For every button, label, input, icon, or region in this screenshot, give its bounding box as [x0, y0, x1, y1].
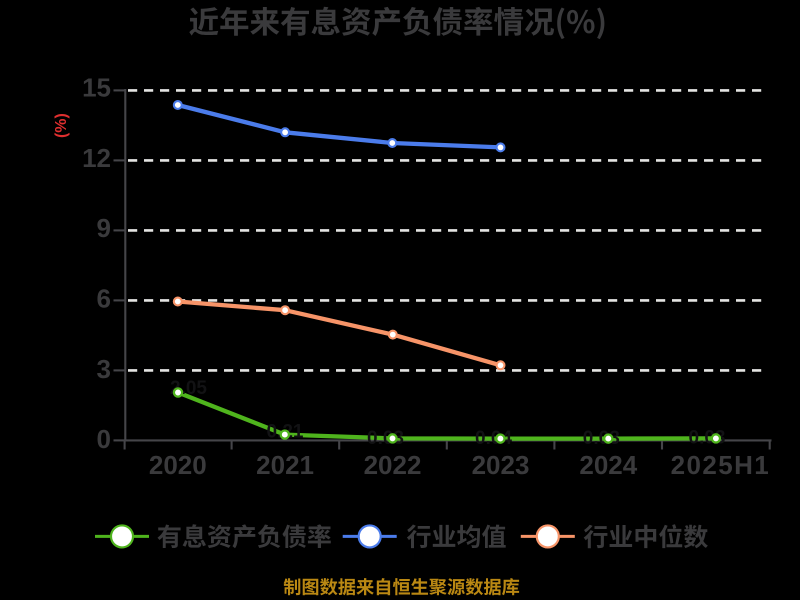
- svg-text:2020: 2020: [149, 450, 207, 480]
- svg-text:9: 9: [97, 213, 111, 243]
- svg-text:0.03: 0.03: [367, 428, 404, 449]
- svg-text:2024: 2024: [579, 450, 637, 480]
- svg-text:2022: 2022: [364, 450, 422, 480]
- svg-text:15: 15: [82, 72, 111, 102]
- svg-text:2023: 2023: [472, 450, 530, 480]
- svg-text:2021: 2021: [256, 450, 314, 480]
- svg-text:0.03: 0.03: [583, 428, 620, 449]
- svg-text:6: 6: [97, 284, 111, 314]
- svg-text:(%): (%): [53, 113, 70, 138]
- svg-text:2025H1: 2025H1: [671, 450, 770, 480]
- svg-text:3: 3: [97, 354, 111, 384]
- svg-text:12: 12: [82, 143, 111, 173]
- svg-text:0: 0: [97, 424, 111, 454]
- svg-text:0.04: 0.04: [475, 428, 512, 449]
